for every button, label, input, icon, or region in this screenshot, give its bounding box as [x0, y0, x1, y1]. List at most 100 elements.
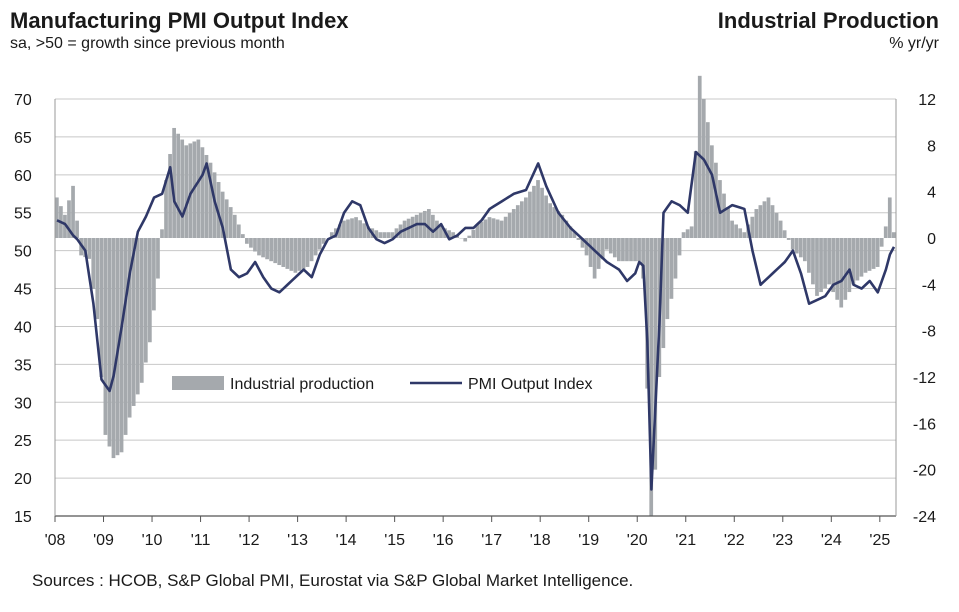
industrial-production-bar — [629, 238, 633, 262]
right-axis-tick-label: -24 — [913, 509, 936, 526]
industrial-production-bar — [621, 238, 625, 262]
right-axis-tick-label: -4 — [922, 277, 936, 294]
industrial-production-bar — [358, 220, 362, 238]
industrial-production-bar — [867, 238, 872, 271]
industrial-production-bar — [701, 99, 706, 238]
x-axis-tick-label: '24 — [821, 532, 842, 549]
industrial-production-bar — [552, 207, 557, 238]
legend-label-industrial-production: Industrial production — [230, 376, 374, 393]
industrial-production-bar — [600, 238, 605, 260]
industrial-production-bar — [317, 238, 322, 250]
industrial-production-bar — [673, 238, 678, 279]
x-axis-tick-label: '08 — [45, 532, 66, 549]
right-axis-tick-label: 12 — [918, 92, 936, 109]
industrial-production-bar — [839, 238, 844, 308]
industrial-production-bar — [232, 214, 237, 238]
industrial-production-bar — [63, 214, 67, 238]
industrial-production-bar — [588, 238, 593, 267]
industrial-production-bar — [758, 205, 763, 238]
industrial-production-bar — [843, 238, 848, 300]
industrial-production-bar — [875, 238, 880, 267]
industrial-production-bar — [819, 238, 823, 293]
chart-title-right: Industrial Production — [717, 8, 939, 33]
x-axis-tick-label: '21 — [675, 532, 696, 549]
industrial-production-bar — [637, 238, 641, 262]
industrial-production-bar — [677, 238, 682, 256]
industrial-production-bar — [649, 238, 654, 516]
industrial-production-bar — [378, 232, 383, 238]
industrial-production-bar — [742, 232, 747, 238]
left-axis-tick-label: 15 — [14, 509, 32, 526]
industrial-production-bar — [734, 224, 738, 238]
industrial-production-bar — [467, 235, 472, 238]
industrial-production-bar — [887, 197, 892, 238]
industrial-production-bar — [495, 219, 500, 238]
left-axis-tick-label: 65 — [14, 130, 32, 147]
industrial-production-bar — [451, 232, 455, 238]
industrial-production-bar — [499, 220, 504, 239]
industrial-production-bar — [625, 238, 629, 262]
x-axis-tick-label: '18 — [530, 532, 551, 549]
industrial-production-bar — [297, 238, 302, 271]
industrial-production-bar — [641, 238, 645, 279]
industrial-production-bar — [483, 219, 488, 238]
industrial-production-bar — [346, 219, 350, 238]
industrial-production-bar — [95, 238, 100, 320]
industrial-production-bar — [277, 238, 282, 266]
industrial-production-bar — [131, 238, 136, 406]
industrial-production-bar — [766, 197, 771, 238]
industrial-production-bar — [414, 214, 419, 238]
industrial-production-bar — [176, 133, 181, 238]
industrial-production-bar — [689, 226, 694, 238]
industrial-production-bar — [511, 209, 516, 238]
industrial-production-bar — [111, 238, 116, 459]
industrial-production-bar — [305, 238, 310, 267]
industrial-production-bar — [321, 238, 326, 244]
industrial-production-bar — [827, 238, 831, 285]
industrial-production-bar — [705, 122, 710, 238]
industrial-production-bar — [871, 238, 876, 269]
left-axis-tick-label: 30 — [14, 395, 32, 412]
left-axis-tick-label: 40 — [14, 319, 32, 336]
industrial-production-bar — [576, 238, 581, 240]
x-axis-tick-label: '17 — [481, 532, 502, 549]
industrial-production-bar — [661, 238, 666, 349]
x-axis-tick-label: '11 — [191, 532, 211, 549]
industrial-production-bar — [152, 238, 156, 311]
industrial-production-bar — [770, 205, 775, 238]
industrial-production-bar — [669, 238, 674, 299]
industrial-production-bar — [612, 238, 617, 258]
industrial-production-bar — [265, 238, 269, 260]
industrial-production-bar — [564, 220, 569, 239]
industrial-production-bar — [350, 218, 354, 238]
industrial-production-bar — [584, 238, 589, 256]
industrial-production-bar — [847, 238, 852, 293]
industrial-production-bar — [143, 238, 148, 363]
right-axis-tick-label: -8 — [922, 324, 936, 341]
industrial-production-bar — [685, 229, 690, 238]
industrial-production-bar — [281, 238, 286, 267]
industrial-production-bar — [301, 238, 306, 269]
industrial-production-bar — [515, 205, 520, 238]
industrial-production-bar — [479, 221, 484, 238]
industrial-production-bar — [139, 238, 144, 383]
industrial-production-bar — [580, 238, 585, 248]
industrial-production-bar — [289, 238, 294, 271]
industrial-production-bars — [55, 75, 896, 516]
industrial-production-bar — [859, 238, 864, 277]
industrial-production-bar — [75, 220, 79, 239]
industrial-production-bar — [475, 224, 480, 238]
industrial-production-bar — [426, 209, 431, 238]
industrial-production-bar — [714, 162, 718, 238]
industrial-production-bar — [471, 229, 476, 238]
industrial-production-bar — [831, 238, 836, 293]
industrial-production-bar — [394, 228, 399, 238]
industrial-production-bar — [220, 191, 225, 238]
x-axis-tick-label: '15 — [384, 532, 405, 549]
industrial-production-bar — [726, 207, 730, 238]
industrial-production-bar — [362, 223, 367, 238]
right-axis-tick-label: 0 — [927, 231, 936, 248]
industrial-production-bar — [803, 238, 807, 262]
industrial-production-bar — [556, 210, 561, 238]
industrial-production-bar — [127, 238, 132, 418]
